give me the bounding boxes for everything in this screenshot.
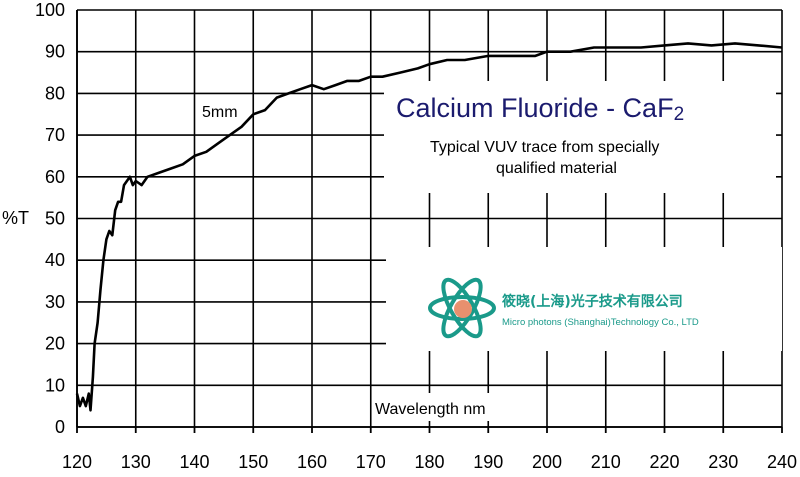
x-tick-label: 120 <box>62 452 92 472</box>
x-tick-label: 190 <box>473 452 503 472</box>
x-tick-label: 200 <box>532 452 562 472</box>
x-tick-label: 150 <box>238 452 268 472</box>
x-tick-label: 230 <box>708 452 738 472</box>
series-layer <box>75 42 783 412</box>
x-tick-label: 180 <box>414 452 444 472</box>
x-tick-label: 130 <box>121 452 151 472</box>
y-axis-label: %T <box>2 208 29 228</box>
logo-chinese-name: 筱晓(上海)光子技术有限公司 <box>502 293 683 310</box>
y-tick-label: 0 <box>55 417 65 437</box>
x-tick-label: 220 <box>649 452 679 472</box>
y-tick-label: 50 <box>45 209 65 229</box>
logo-english-name: Micro photons (Shanghai)Technology Co., … <box>502 317 699 328</box>
y-tick-label: 90 <box>45 42 65 62</box>
y-tick-label: 60 <box>45 167 65 187</box>
x-tick-label: 240 <box>767 452 797 472</box>
chart-title-subscript: 2 <box>674 104 685 125</box>
tick-layer: 0 10 20 30 40 50 60 70 80 90 100 120 130 140 150 160 170… <box>35 0 797 472</box>
annotation-label: 5mm <box>202 104 238 121</box>
y-tick-label: 30 <box>45 292 65 312</box>
y-tick-label: 70 <box>45 125 65 145</box>
company-logo: 筱晓(上海)光子技术有限公司 Micro photons (Shanghai)T… <box>428 277 699 339</box>
chart-title-main: Calcium Fluoride - CaF <box>396 93 674 123</box>
y-tick-label: 10 <box>45 375 65 395</box>
x-tick-label: 210 <box>591 452 621 472</box>
x-tick-label: 140 <box>179 452 209 472</box>
series-line-0 <box>75 42 783 412</box>
x-tick-label: 170 <box>356 452 386 472</box>
grid-layer <box>76 9 783 428</box>
xlabel-panel <box>372 393 506 421</box>
y-tick-label: 80 <box>45 83 65 103</box>
axes-layer <box>76 10 783 433</box>
y-tick-label: 100 <box>35 0 65 20</box>
x-axis-label: Wavelength nm <box>375 401 486 418</box>
atom-icon <box>428 277 496 339</box>
chart-title: Calcium Fluoride - CaF2 <box>396 93 684 125</box>
title-panel <box>384 81 776 193</box>
subtitle-line-2: qualified material <box>496 160 617 177</box>
y-tick-label: 40 <box>45 250 65 270</box>
y-tick-label: 20 <box>45 334 65 354</box>
x-tick-label: 160 <box>297 452 327 472</box>
subtitle-line-1: Typical VUV trace from specially <box>430 139 659 156</box>
